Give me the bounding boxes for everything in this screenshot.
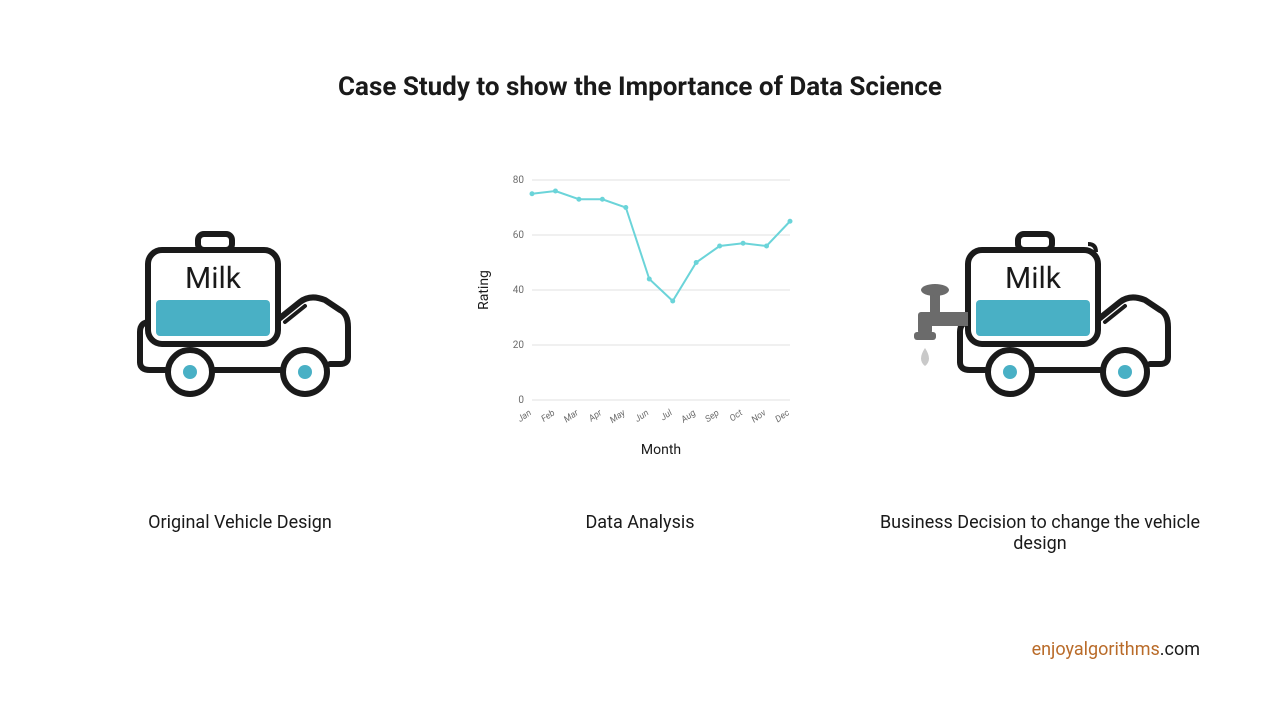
caption-decision: Business Decision to change the vehicle … [840, 512, 1240, 554]
tank-label-right: Milk [1005, 261, 1062, 296]
caption-original: Original Vehicle Design [40, 512, 440, 554]
svg-text:Jan: Jan [516, 408, 534, 425]
svg-text:Oct: Oct [728, 408, 745, 424]
captions-row: Original Vehicle Design Data Analysis Bu… [0, 512, 1280, 554]
svg-text:20: 20 [513, 340, 525, 351]
svg-text:Mar: Mar [562, 408, 581, 426]
water-drop-icon [921, 348, 929, 366]
svg-text:May: May [608, 408, 628, 426]
page-title: Case Study to show the Importance of Dat… [0, 0, 1280, 102]
rating-line-chart: 0 20 40 60 80 Jan Feb Mar AprMay Jun Jul Aug Sep Oct N… [470, 162, 810, 462]
panels-row: Milk 0 20 40 60 80 Jan Feb Mar AprMay Jun Jul Aug Se… [0, 152, 1280, 472]
panel-original-vehicle: Milk [40, 212, 440, 412]
attribution: enjoyalgorithms.com [1032, 639, 1200, 660]
svg-text:Rating: Rating [476, 270, 492, 310]
svg-text:Sep: Sep [704, 408, 722, 425]
milk-truck-faucet-icon: Milk [890, 212, 1190, 412]
caption-analysis: Data Analysis [440, 512, 840, 554]
svg-text:Nov: Nov [750, 408, 769, 425]
svg-text:Apr: Apr [586, 408, 605, 425]
svg-text:60: 60 [513, 230, 525, 241]
svg-text:Month: Month [641, 442, 681, 458]
attribution-domain: .com [1160, 639, 1200, 660]
tank-label-left: Milk [185, 261, 242, 296]
svg-text:Aug: Aug [679, 408, 698, 426]
svg-text:40: 40 [513, 285, 525, 296]
svg-text:Jun: Jun [633, 408, 651, 425]
svg-text:80: 80 [513, 175, 525, 186]
panel-new-vehicle: Milk [840, 212, 1240, 412]
milk-truck-original-icon: Milk [110, 212, 370, 412]
svg-text:Feb: Feb [540, 408, 557, 424]
svg-text:0: 0 [518, 395, 524, 406]
panel-data-analysis: 0 20 40 60 80 Jan Feb Mar AprMay Jun Jul Aug Sep Oct N… [440, 162, 840, 462]
attribution-brand: enjoyalgorithms [1032, 639, 1160, 660]
svg-text:Dec: Dec [774, 408, 792, 425]
svg-text:Jul: Jul [659, 408, 675, 423]
